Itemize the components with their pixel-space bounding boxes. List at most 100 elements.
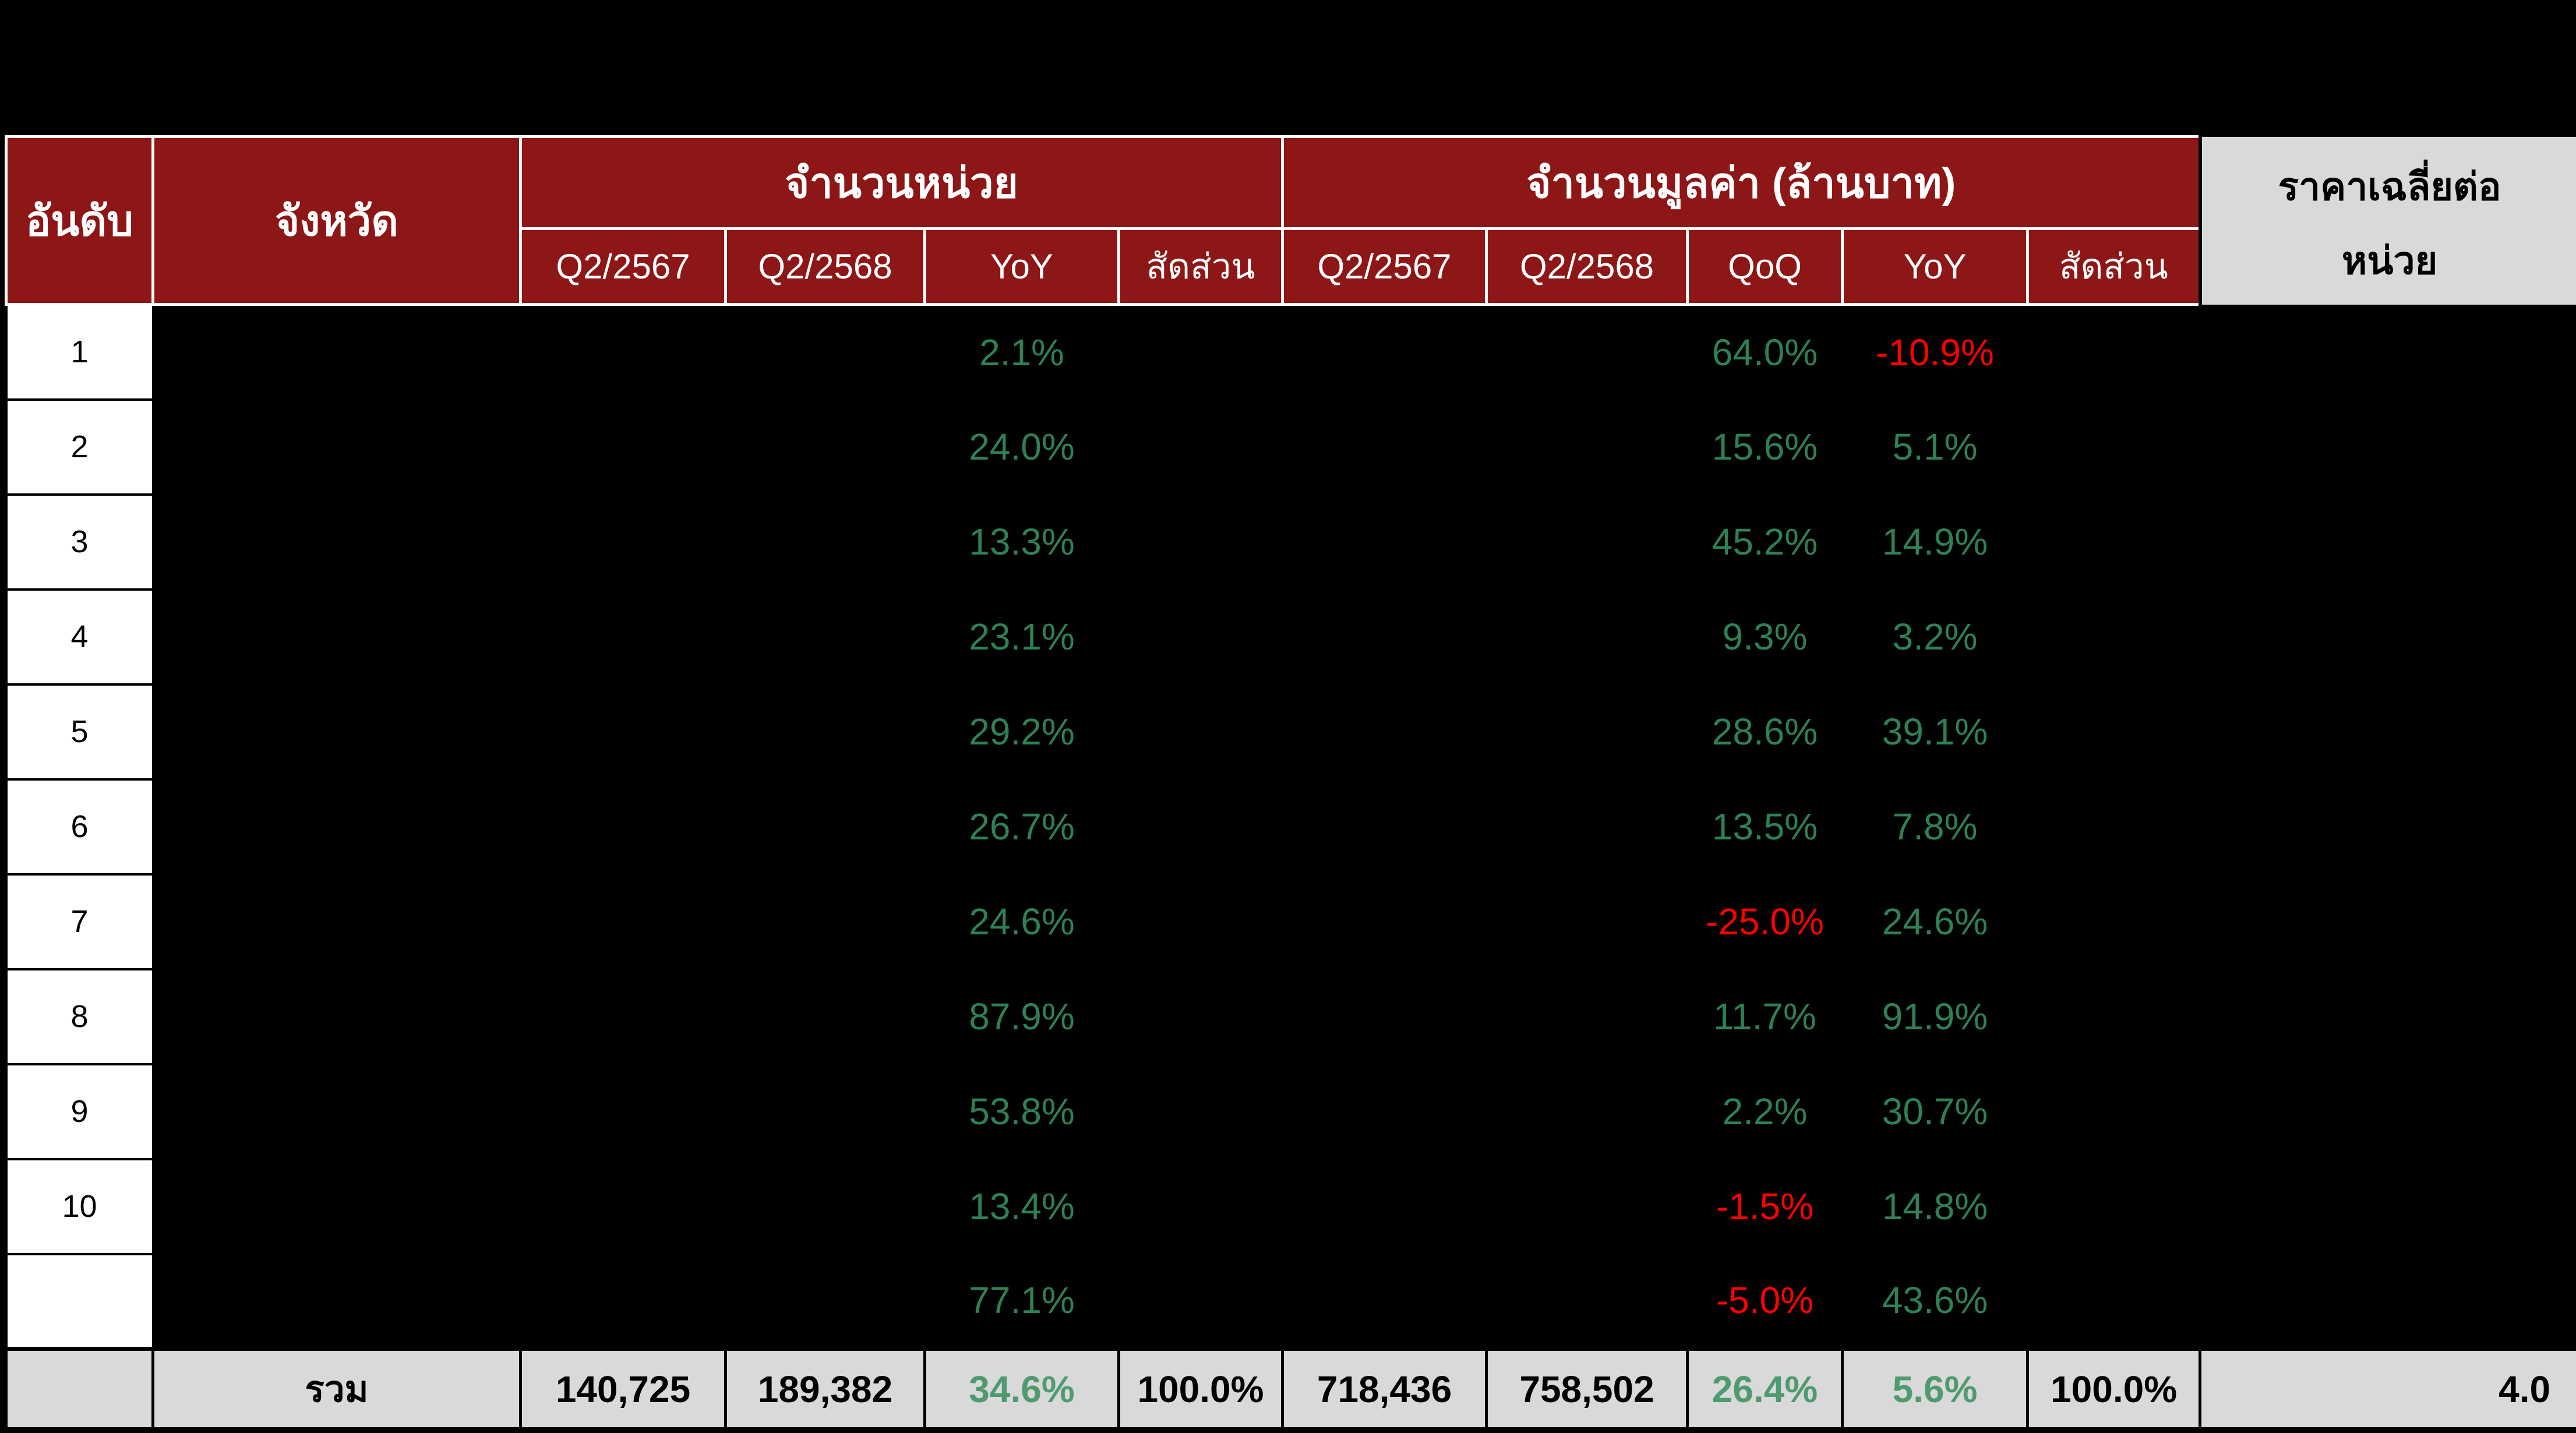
units-q2-2568-cell bbox=[726, 1159, 925, 1254]
units-q2-2567-cell bbox=[521, 400, 726, 495]
value-qoq-cell: -1.5% bbox=[1716, 1185, 1814, 1227]
value-q2-2567-cell bbox=[1283, 495, 1487, 590]
total-value-qoq: 26.4% bbox=[1686, 1347, 1844, 1430]
units-q2-2567-cell bbox=[521, 495, 726, 590]
subheader-units-q2-2567: Q2/2567 bbox=[519, 227, 727, 306]
province-cell bbox=[153, 1159, 521, 1254]
units-yoy-cell: 77.1% bbox=[969, 1279, 1075, 1322]
rank-cell: 5 bbox=[5, 683, 154, 781]
subheader-units-share: สัดส่วน bbox=[1117, 227, 1285, 306]
units-share-cell bbox=[1119, 1254, 1283, 1349]
value-q2-2568-cell bbox=[1487, 874, 1688, 969]
units-share-cell bbox=[1119, 874, 1283, 969]
total-units-yoy: 34.6% bbox=[923, 1347, 1120, 1430]
units-share-cell bbox=[1119, 779, 1283, 874]
rank-cell: 1 bbox=[5, 303, 154, 401]
value-q2-2567-cell bbox=[1283, 590, 1487, 684]
avg-price-cell bbox=[2200, 684, 2576, 779]
total-value-share: 100.0% bbox=[2026, 1347, 2202, 1430]
value-q2-2567-cell bbox=[1283, 684, 1487, 779]
total-row: รวม 140,725 189,382 34.6% 100.0% 718,436… bbox=[5, 1347, 2576, 1430]
value-q2-2567-cell bbox=[1283, 400, 1487, 495]
units-q2-2567-cell bbox=[521, 1254, 726, 1349]
avg-price-cell bbox=[2200, 1064, 2576, 1159]
avg-price-cell bbox=[2200, 779, 2576, 874]
units-q2-2568-cell bbox=[726, 400, 925, 495]
units-q2-2568-cell bbox=[726, 590, 925, 684]
rank-cell: 3 bbox=[5, 493, 154, 591]
province-cell bbox=[153, 400, 521, 495]
province-cell bbox=[153, 1064, 521, 1159]
rank-cell: 9 bbox=[5, 1063, 154, 1160]
units-q2-2568-cell bbox=[726, 305, 925, 400]
units-share-cell bbox=[1119, 590, 1283, 684]
total-label: รวม bbox=[151, 1347, 522, 1430]
value-q2-2568-cell bbox=[1487, 684, 1688, 779]
value-qoq-cell: 15.6% bbox=[1712, 426, 1818, 468]
avg-price-header-line2: หน่วย bbox=[2341, 238, 2438, 282]
units-q2-2568-cell bbox=[726, 874, 925, 969]
units-q2-2568-cell bbox=[726, 1254, 925, 1349]
province-column-header: จังหวัด bbox=[151, 135, 522, 306]
value-q2-2568-cell bbox=[1487, 1254, 1688, 1349]
province-cell bbox=[153, 874, 521, 969]
avg-price-header-line1: ราคาเฉลี่ยต่อ bbox=[2278, 164, 2501, 208]
avg-price-cell bbox=[2200, 1254, 2576, 1349]
value-yoy-cell: 24.6% bbox=[1882, 901, 1988, 943]
avg-price-cell bbox=[2200, 400, 2576, 495]
units-yoy-cell: 29.2% bbox=[969, 711, 1075, 753]
units-q2-2567-cell bbox=[521, 874, 726, 969]
table-row: 3 13.3% 45.2% 14.9% bbox=[5, 493, 2576, 591]
value-q2-2567-cell bbox=[1283, 1254, 1487, 1349]
value-q2-2568-cell bbox=[1487, 1159, 1688, 1254]
units-q2-2567-cell bbox=[521, 305, 726, 400]
value-q2-2567-cell bbox=[1283, 1064, 1487, 1159]
table-header: อันดับ จังหวัด จำนวนหน่วย จำนวนมูลค่า (ล… bbox=[5, 135, 2576, 306]
rank-column-header: อันดับ bbox=[5, 135, 154, 306]
province-ranking-table: อันดับ จังหวัด จำนวนหน่วย จำนวนมูลค่า (ล… bbox=[5, 135, 2576, 1430]
value-yoy-cell: 14.9% bbox=[1882, 521, 1988, 563]
table-body: 1 2.1% 64.0% -10.9% 2 24.0% 15.6% 5.1% 3 13.3% 45.… bbox=[5, 303, 2576, 1350]
units-share-cell bbox=[1119, 400, 1283, 495]
table-row: 77.1% -5.0% 43.6% bbox=[5, 1252, 2576, 1350]
value-q2-2568-cell bbox=[1487, 969, 1688, 1064]
avg-price-column-header: ราคาเฉลี่ยต่อ หน่วย bbox=[2198, 136, 2576, 305]
value-share-cell bbox=[2028, 400, 2200, 495]
units-yoy-cell: 2.1% bbox=[979, 331, 1064, 374]
value-qoq-cell: 11.7% bbox=[1713, 996, 1816, 1037]
avg-price-cell bbox=[2200, 1159, 2576, 1254]
rank-cell: 6 bbox=[5, 778, 154, 876]
units-q2-2568-cell bbox=[726, 969, 925, 1064]
rank-cell: 4 bbox=[5, 588, 154, 686]
table-row: 2 24.0% 15.6% 5.1% bbox=[5, 398, 2576, 496]
value-q2-2568-cell bbox=[1487, 305, 1688, 400]
value-q2-2567-cell bbox=[1283, 305, 1487, 400]
subheader-value-qoq: QoQ bbox=[1686, 227, 1844, 306]
value-share-cell bbox=[2028, 874, 2200, 969]
avg-price-cell bbox=[2200, 969, 2576, 1064]
value-yoy-cell: 30.7% bbox=[1882, 1090, 1988, 1132]
province-cell bbox=[153, 590, 521, 684]
total-units-q2-2568: 189,382 bbox=[724, 1347, 926, 1430]
subheader-units-yoy: YoY bbox=[923, 227, 1120, 306]
province-cell bbox=[153, 305, 521, 400]
value-yoy-cell: 3.2% bbox=[1892, 616, 1978, 658]
units-yoy-cell: 24.0% bbox=[969, 426, 1075, 468]
total-avg-price: 4.0 bbox=[2199, 1347, 2576, 1430]
rank-cell: 7 bbox=[5, 873, 154, 970]
units-share-cell bbox=[1119, 969, 1283, 1064]
units-q2-2567-cell bbox=[521, 969, 726, 1064]
units-share-cell bbox=[1119, 495, 1283, 590]
units-yoy-cell: 26.7% bbox=[969, 806, 1075, 848]
table-footer: รวม 140,725 189,382 34.6% 100.0% 718,436… bbox=[5, 1347, 2576, 1430]
total-units-share: 100.0% bbox=[1117, 1347, 1285, 1430]
value-qoq-cell: -25.0% bbox=[1706, 901, 1824, 943]
province-cell bbox=[153, 1254, 521, 1349]
value-q2-2568-cell bbox=[1487, 590, 1688, 684]
subheader-value-q2-2567: Q2/2567 bbox=[1281, 227, 1488, 306]
value-q2-2568-cell bbox=[1487, 1064, 1688, 1159]
avg-price-cell bbox=[2200, 590, 2576, 684]
value-share-cell bbox=[2028, 305, 2200, 400]
table-row: 9 53.8% 2.2% 30.7% bbox=[5, 1063, 2576, 1160]
units-q2-2567-cell bbox=[521, 684, 726, 779]
